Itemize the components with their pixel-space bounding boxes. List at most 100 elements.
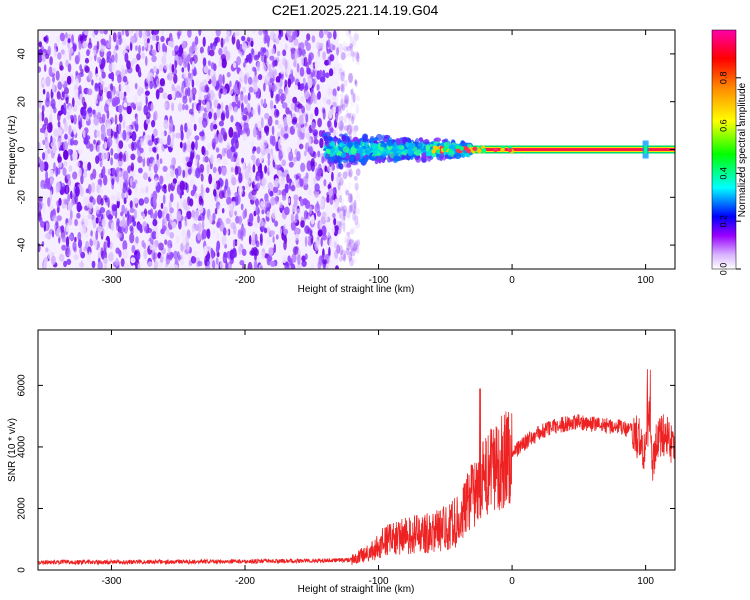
spectrogram-cell: [271, 208, 276, 220]
spectrogram-cell: [343, 46, 348, 52]
spectrogram-cell: [72, 241, 77, 252]
spectrogram-cell: [232, 251, 238, 258]
spectrogram-cell: [477, 148, 482, 154]
spectrogram-cell: [274, 177, 279, 188]
spectrogram-cell: [137, 263, 141, 269]
spectrogram-cell: [98, 105, 104, 114]
spectrogram-cell: [184, 122, 188, 133]
spectrogram-cell: [118, 104, 123, 114]
spectrogram-cell: [153, 147, 157, 154]
spectrogram-cell: [74, 236, 77, 243]
spectrogram-cell: [311, 264, 314, 269]
spectrogram-cell: [189, 97, 192, 104]
spectrogram-cell: [189, 198, 194, 207]
spectrogram-cell: [257, 208, 260, 215]
spectrogram-cell: [133, 227, 138, 234]
spectrogram-cell: [294, 197, 298, 208]
spectrogram-cell: [45, 170, 49, 180]
spectrogram-cell: [275, 76, 281, 84]
spectrogram-cell: [348, 112, 353, 121]
spectrogram-cell: [96, 130, 101, 138]
spectrogram-cell: [459, 146, 464, 151]
spectrogram-cell: [258, 74, 263, 81]
spectrogram-cell: [49, 56, 53, 66]
spectrogram-cell: [68, 234, 74, 240]
spectrogram-cell: [244, 208, 248, 218]
spectrogram-cell: [353, 199, 357, 210]
spectrogram-cell: [95, 205, 100, 215]
spectrogram-cell: [236, 238, 241, 248]
spectrogram-cell: [49, 169, 54, 178]
spectrogram-cell: [153, 30, 160, 35]
spectrogram-cell: [206, 92, 211, 102]
spectrogram-cell: [206, 228, 211, 240]
spectrogram-cell: [230, 145, 236, 153]
spectrogram-cell: [242, 86, 246, 94]
spectrogram-cell: [250, 48, 254, 55]
spectrogram-cell: [263, 206, 267, 212]
spectrogram-cell: [303, 56, 308, 67]
spectrogram-cell: [103, 194, 108, 201]
spectrogram-cell: [51, 215, 58, 222]
spectrogram-cell: [142, 156, 146, 168]
spectrogram-cell: [279, 227, 282, 236]
spectrogram-cell: [242, 162, 246, 173]
spectrogram-cell: [161, 130, 165, 138]
spectrogram-cell: [274, 220, 279, 227]
spectrogram-cell: [247, 261, 253, 269]
spectrogram-cell: [144, 90, 150, 96]
spectrogram-cell: [45, 138, 49, 150]
spectrogram-cell: [84, 66, 90, 73]
spectrogram-cell: [295, 178, 300, 189]
spectrogram-cell: [418, 137, 423, 142]
spectrogram-cell: [340, 93, 344, 100]
spectrogram-cell: [423, 139, 430, 145]
spectrogram-cell: [425, 144, 430, 153]
spectrogram-cell: [138, 30, 143, 39]
spectrogram-cell: [245, 182, 249, 189]
spectrogram-cell: [128, 214, 133, 224]
spectrogram-cell: [110, 157, 113, 166]
spectrogram-cell: [153, 163, 158, 174]
spectrogram-cell: [331, 171, 334, 182]
spectrogram-cell: [346, 45, 352, 52]
spectrogram-cell: [284, 262, 290, 269]
spectrogram-cell: [123, 91, 127, 97]
spectrogram-cell: [87, 42, 93, 49]
spectrogram-cell: [122, 120, 126, 129]
spectrogram-cell: [339, 125, 344, 132]
spectrogram-cell: [61, 244, 67, 251]
spectrogram-cell: [188, 135, 193, 143]
spectrogram-cell: [319, 69, 323, 78]
spectrogram-cell: [352, 92, 356, 103]
spectrogram-cell: [104, 251, 108, 260]
spectrogram-cell: [316, 84, 320, 91]
spectrogram-cell: [145, 118, 151, 125]
spectrogram-cell: [267, 255, 273, 262]
colorbar-tick-label: 0.8: [718, 72, 728, 85]
spectrogram-cell: [228, 262, 231, 269]
spectrogram-cell: [44, 117, 49, 126]
spectrogram-cell: [252, 127, 257, 138]
spectrogram-cell: [130, 257, 136, 264]
spectrogram-cell: [38, 41, 42, 48]
spectrogram-cell: [271, 47, 276, 55]
spectrogram-cell: [172, 124, 175, 132]
spectrogram-cell: [328, 188, 334, 197]
spectrogram-cell: [109, 242, 113, 250]
spectrogram-cell: [337, 206, 342, 212]
spectrogram-cell: [111, 178, 115, 186]
spectrogram-cell: [122, 219, 127, 229]
spectrogram-cell: [402, 149, 409, 153]
spectrogram-cell: [264, 199, 270, 208]
spectrogram-cell: [332, 101, 337, 108]
spectrogram-cell: [181, 40, 187, 49]
spectrogram-cell: [67, 63, 72, 73]
spectrogram-cell: [225, 217, 231, 224]
spectrogram-cell: [348, 251, 353, 262]
spectrogram-cell: [284, 183, 289, 194]
spectrogram-cell: [163, 184, 167, 190]
spectrogram-cell: [354, 78, 357, 85]
spectrogram-cell: [273, 108, 280, 118]
spectrogram-y-ticks: -40 -20 0 20 40: [17, 48, 675, 252]
